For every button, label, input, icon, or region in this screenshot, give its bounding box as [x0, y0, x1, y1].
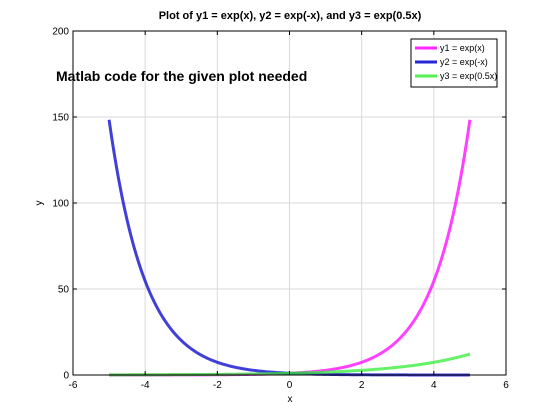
y-axis-label: y: [34, 201, 45, 206]
chart-annotation: Matlab code for the given plot needed: [56, 68, 307, 84]
y-tick-label: 50: [58, 285, 70, 296]
x-tick-label: 4: [431, 380, 437, 391]
y-tick-label: 100: [52, 199, 69, 210]
y-axis-ticks: 0 50 100 150 200: [52, 27, 506, 382]
x-axis-ticks: -6 -4 -2 0 2 4 6: [69, 31, 509, 391]
x-tick-label: 0: [287, 380, 293, 391]
x-axis-label: x: [288, 394, 293, 405]
x-tick-label: 2: [359, 380, 365, 391]
chart-title: Plot of y1 = exp(x), y2 = exp(-x), and y…: [159, 10, 422, 22]
y-tick-label: 150: [52, 113, 69, 124]
x-tick-label: -2: [213, 380, 222, 391]
legend-label-1: y1 = exp(x): [440, 43, 485, 53]
legend-label-2: y2 = exp(-x): [440, 57, 488, 67]
x-tick-label: -6: [69, 380, 78, 391]
grid: [73, 31, 506, 375]
legend-label-3: y3 = exp(0.5x): [440, 71, 497, 81]
y-tick-label: 0: [63, 371, 69, 382]
x-tick-label: -4: [141, 380, 150, 391]
x-tick-label: 6: [503, 380, 509, 391]
y-tick-label: 200: [52, 27, 69, 38]
legend: y1 = exp(x) y2 = exp(-x) y3 = exp(0.5x): [410, 38, 498, 88]
